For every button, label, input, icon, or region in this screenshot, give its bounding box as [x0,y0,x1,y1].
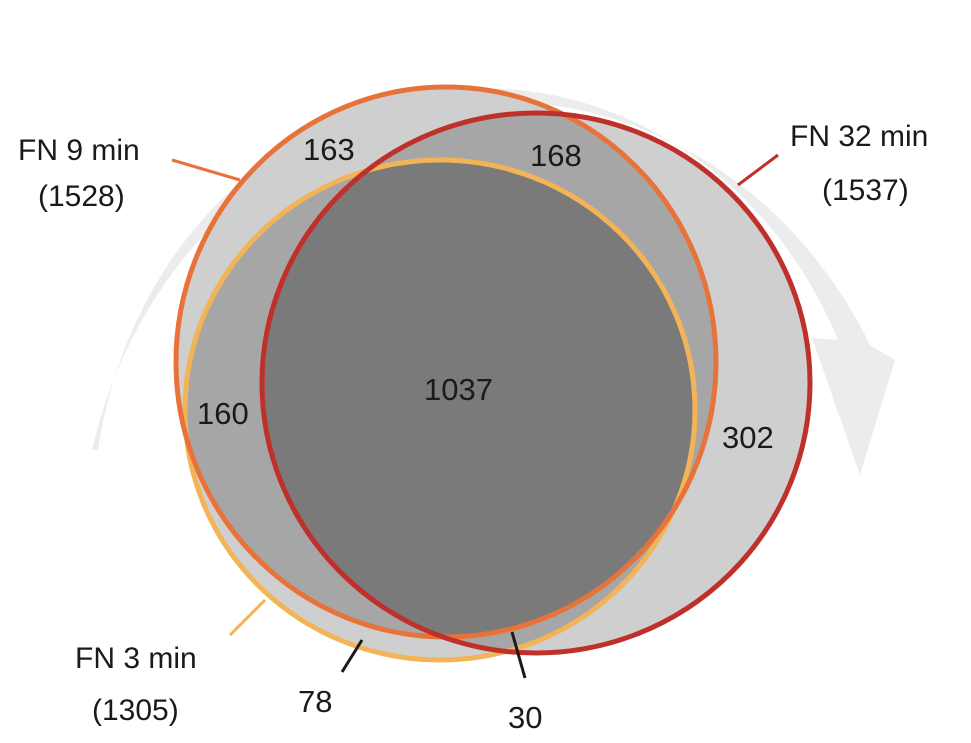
region-fn9-fn32: 168 [530,138,582,173]
region-all-three: 1037 [424,372,493,407]
region-fn9-only: 163 [303,132,355,167]
set-outlines [173,84,813,663]
fn9-name: FN 9 min [18,134,140,167]
region-fn3-only: 78 [298,684,332,719]
fn32-name: FN 32 min [790,120,928,153]
leader-lines [171,153,779,679]
region-78-leader [340,639,364,673]
region-fn3-fn32: 30 [508,700,542,735]
fn32-count: (1537) [822,174,909,207]
fn32-leader [737,153,779,187]
fn9-leader [171,158,241,182]
fn32-outline [259,110,813,656]
fn3-leader [228,598,267,637]
fn9-count: (1528) [38,180,125,213]
region-fn32-only: 302 [722,420,774,455]
fn3-count: (1305) [92,694,179,727]
region-30-leader [510,631,527,679]
region-fn3-fn9: 160 [197,396,249,431]
fn3-outline [182,157,698,663]
fn3-name: FN 3 min [75,642,197,675]
